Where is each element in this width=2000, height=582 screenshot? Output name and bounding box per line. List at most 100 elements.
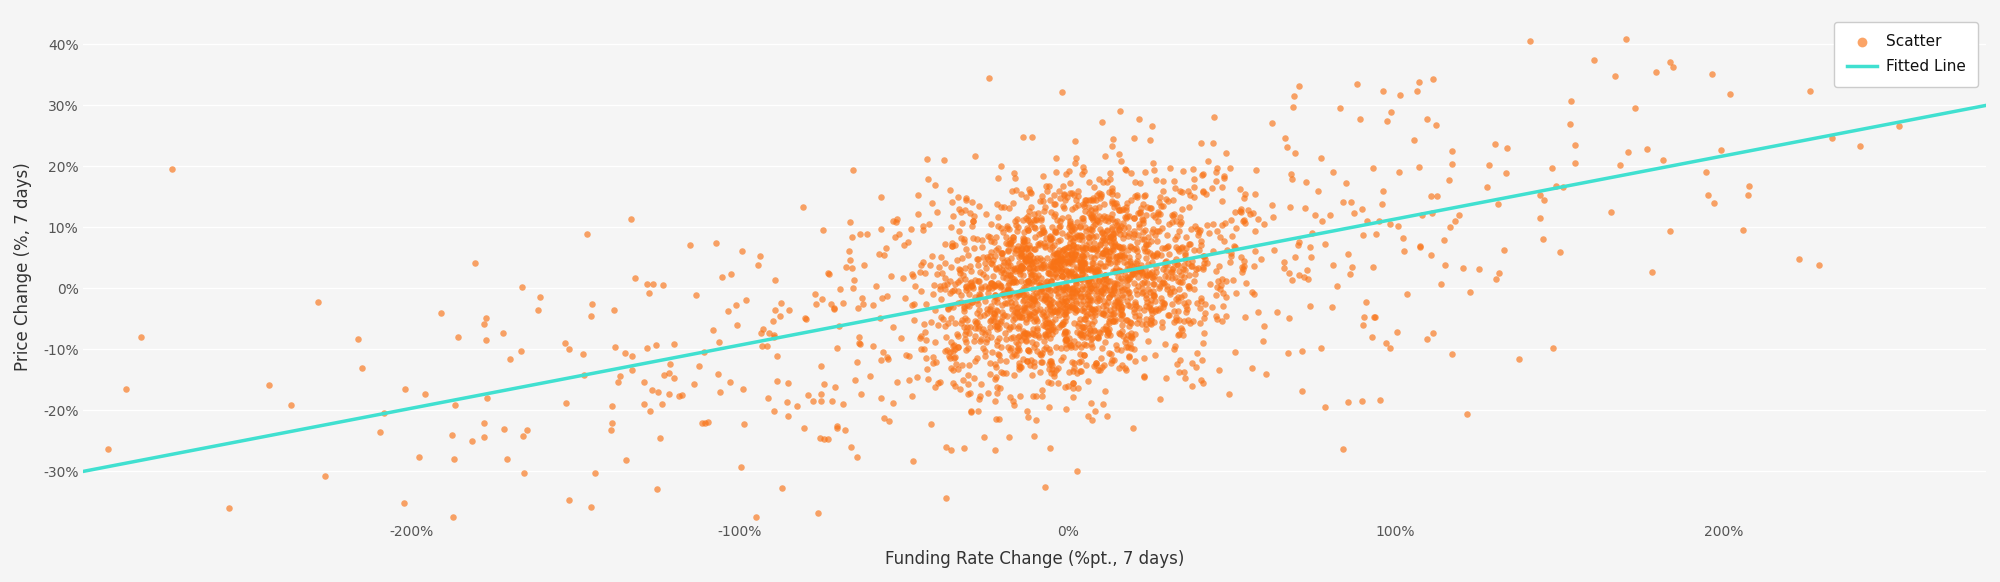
Scatter bbox=[1016, 300, 1048, 310]
Scatter bbox=[1020, 253, 1052, 262]
Scatter bbox=[442, 332, 474, 341]
Scatter bbox=[924, 284, 956, 293]
Scatter bbox=[1144, 197, 1176, 207]
Scatter bbox=[648, 371, 680, 380]
Scatter bbox=[1100, 263, 1132, 272]
Scatter bbox=[1080, 267, 1112, 276]
Scatter bbox=[910, 353, 942, 362]
Scatter bbox=[1346, 396, 1378, 405]
Scatter bbox=[1064, 274, 1096, 283]
Scatter bbox=[596, 401, 628, 410]
Scatter bbox=[1044, 221, 1076, 230]
Scatter bbox=[1156, 268, 1188, 277]
Scatter bbox=[1290, 178, 1322, 187]
Scatter bbox=[1156, 210, 1188, 219]
Scatter bbox=[1010, 336, 1042, 345]
Scatter bbox=[1046, 319, 1078, 328]
Scatter bbox=[1106, 276, 1138, 286]
Scatter bbox=[1188, 262, 1220, 272]
Scatter bbox=[1016, 266, 1048, 275]
Scatter bbox=[1046, 228, 1078, 237]
Scatter bbox=[494, 354, 526, 363]
Scatter bbox=[1106, 242, 1138, 251]
Scatter bbox=[1098, 283, 1130, 292]
Scatter bbox=[1104, 274, 1136, 283]
Scatter bbox=[1160, 232, 1192, 241]
Scatter bbox=[994, 392, 1026, 402]
Scatter bbox=[1106, 360, 1138, 370]
Scatter bbox=[1020, 307, 1052, 317]
Scatter bbox=[1058, 378, 1090, 388]
Scatter bbox=[1038, 257, 1070, 266]
Scatter bbox=[996, 352, 1028, 361]
Scatter bbox=[962, 276, 994, 286]
Scatter bbox=[1068, 200, 1100, 209]
Scatter bbox=[1138, 292, 1170, 301]
Scatter bbox=[904, 332, 936, 341]
Scatter bbox=[1360, 229, 1392, 239]
Scatter bbox=[1184, 318, 1216, 328]
Scatter bbox=[1018, 307, 1050, 317]
Scatter bbox=[1004, 265, 1036, 275]
Scatter bbox=[980, 445, 1012, 455]
Scatter bbox=[1028, 288, 1060, 297]
Scatter bbox=[914, 420, 946, 429]
Scatter bbox=[1106, 290, 1138, 299]
Scatter bbox=[998, 198, 1030, 208]
Scatter bbox=[1132, 260, 1164, 269]
Scatter bbox=[1004, 249, 1036, 258]
Scatter bbox=[1040, 272, 1072, 282]
Scatter bbox=[1528, 195, 1560, 204]
Scatter bbox=[1054, 301, 1086, 310]
Scatter bbox=[1084, 308, 1116, 317]
Scatter bbox=[1174, 318, 1206, 328]
Scatter bbox=[1224, 184, 1256, 194]
Scatter bbox=[1184, 303, 1216, 313]
Scatter bbox=[470, 314, 502, 323]
Scatter bbox=[1012, 345, 1044, 354]
Scatter bbox=[1012, 226, 1044, 235]
Scatter bbox=[1086, 191, 1118, 201]
Scatter bbox=[1558, 158, 1590, 167]
Scatter bbox=[968, 324, 1000, 333]
Scatter bbox=[1114, 272, 1146, 282]
Scatter bbox=[1056, 252, 1088, 261]
Scatter bbox=[1100, 220, 1132, 229]
Scatter bbox=[1050, 343, 1082, 352]
Scatter bbox=[1032, 283, 1064, 292]
Scatter bbox=[964, 311, 996, 321]
Scatter bbox=[1104, 314, 1136, 324]
Scatter bbox=[1054, 368, 1086, 377]
Scatter bbox=[310, 471, 342, 481]
Scatter bbox=[1040, 209, 1072, 218]
Scatter bbox=[1130, 226, 1162, 235]
Scatter bbox=[994, 239, 1026, 248]
Scatter bbox=[922, 270, 954, 279]
Scatter bbox=[1044, 193, 1076, 203]
Scatter bbox=[1214, 389, 1246, 398]
Scatter bbox=[1436, 159, 1468, 168]
Scatter bbox=[954, 289, 986, 299]
Scatter bbox=[992, 257, 1024, 267]
Scatter bbox=[1166, 270, 1198, 279]
Scatter bbox=[1094, 289, 1126, 299]
Scatter bbox=[1054, 340, 1086, 349]
Scatter bbox=[994, 297, 1026, 307]
Scatter bbox=[1054, 257, 1086, 267]
Scatter bbox=[990, 239, 1022, 248]
Scatter bbox=[886, 333, 918, 342]
Scatter bbox=[1218, 207, 1250, 217]
Scatter bbox=[964, 395, 996, 404]
Scatter bbox=[1136, 304, 1168, 314]
Scatter bbox=[632, 279, 664, 289]
Scatter bbox=[1100, 239, 1132, 248]
Scatter bbox=[938, 285, 970, 294]
Scatter bbox=[996, 265, 1028, 275]
Scatter bbox=[1040, 326, 1072, 335]
Scatter bbox=[1220, 347, 1252, 357]
Scatter bbox=[1154, 288, 1186, 297]
Scatter bbox=[980, 265, 1012, 274]
Scatter bbox=[1100, 292, 1132, 301]
Scatter bbox=[1098, 317, 1130, 326]
Scatter bbox=[910, 364, 942, 374]
